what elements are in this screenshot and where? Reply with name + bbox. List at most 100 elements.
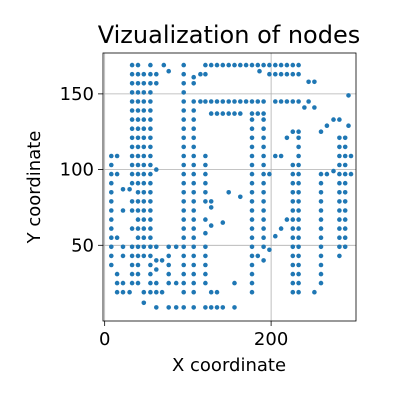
node-point — [249, 280, 255, 286]
node-point — [318, 129, 324, 134]
grid — [103, 53, 356, 321]
node-point — [273, 153, 278, 159]
node-point — [273, 71, 278, 77]
node-point — [173, 280, 179, 286]
node-point — [337, 253, 342, 259]
node-point — [109, 199, 114, 204]
node-point — [141, 162, 147, 168]
node-point — [203, 62, 208, 68]
node-point — [129, 199, 135, 204]
node-point — [135, 126, 141, 131]
node-point — [324, 123, 330, 128]
node-point — [135, 180, 141, 186]
y-tick-label: 150 — [60, 84, 94, 105]
node-point — [191, 162, 196, 168]
node-point — [154, 305, 159, 310]
node-point — [141, 253, 147, 259]
node-point — [181, 253, 186, 259]
node-point — [181, 99, 186, 104]
node-point — [290, 271, 296, 277]
node-point — [203, 244, 208, 250]
node-point — [324, 171, 330, 177]
node-point — [129, 244, 135, 250]
node-point — [318, 244, 324, 250]
node-point — [296, 253, 301, 259]
node-point — [261, 135, 266, 141]
node-point — [214, 62, 220, 68]
node-point — [135, 108, 141, 113]
node-point — [109, 171, 114, 177]
node-point — [337, 135, 342, 141]
node-point — [166, 280, 171, 286]
y-tick-label: 100 — [60, 160, 94, 181]
node-point — [284, 217, 290, 222]
node-point — [203, 162, 208, 168]
node-point — [135, 162, 141, 168]
node-point — [181, 244, 186, 250]
node-point — [181, 262, 186, 268]
node-point — [148, 162, 153, 168]
node-point — [120, 253, 126, 259]
node-point — [148, 135, 153, 141]
node-point — [267, 62, 272, 68]
node-point — [261, 153, 266, 159]
node-point — [337, 117, 342, 122]
node-point — [318, 180, 324, 186]
node-point — [181, 305, 186, 310]
node-point — [141, 300, 147, 306]
node-point — [337, 217, 342, 222]
node-point — [284, 62, 290, 68]
node-point — [148, 90, 153, 95]
node-point — [203, 199, 208, 204]
node-point — [120, 244, 126, 250]
node-point — [203, 171, 208, 177]
node-point — [348, 153, 354, 159]
node-point — [173, 244, 179, 250]
node-point — [161, 62, 167, 68]
node-point — [191, 235, 196, 240]
node-point — [296, 129, 301, 134]
node-point — [267, 171, 272, 177]
node-point — [120, 208, 126, 213]
node-point — [342, 190, 348, 195]
node-point — [226, 62, 231, 68]
node-point — [261, 62, 266, 68]
node-point — [278, 226, 284, 231]
node-point — [154, 244, 159, 250]
x-axis-label: X coordinate — [172, 355, 286, 376]
node-point — [159, 289, 165, 295]
node-point — [109, 153, 114, 159]
x-tick-label: 0 — [99, 329, 110, 350]
y-axis-label: Y coordinate — [24, 131, 45, 245]
node-point — [191, 226, 196, 231]
node-point — [159, 258, 165, 263]
node-point — [261, 117, 266, 122]
node-point — [141, 208, 147, 213]
node-point — [296, 199, 301, 204]
node-point — [141, 71, 147, 77]
node-point — [181, 289, 186, 295]
node-point — [203, 305, 208, 310]
node-point — [249, 99, 255, 104]
node-point — [135, 144, 141, 150]
node-point — [191, 126, 196, 131]
node-point — [261, 190, 266, 195]
node-point — [141, 289, 147, 295]
node-point — [337, 235, 342, 240]
node-point — [284, 135, 290, 141]
node-point — [318, 235, 324, 240]
node-point — [181, 235, 186, 240]
node-point — [342, 244, 348, 250]
node-point — [181, 108, 186, 113]
node-point — [148, 171, 153, 177]
node-point — [296, 262, 301, 268]
node-point — [255, 253, 261, 259]
node-point — [129, 144, 135, 150]
node-point — [154, 81, 159, 86]
node-point — [148, 262, 153, 268]
node-point — [342, 171, 348, 177]
node-point — [249, 226, 255, 231]
node-point — [148, 199, 153, 204]
node-point — [261, 199, 266, 204]
node-point — [181, 217, 186, 222]
